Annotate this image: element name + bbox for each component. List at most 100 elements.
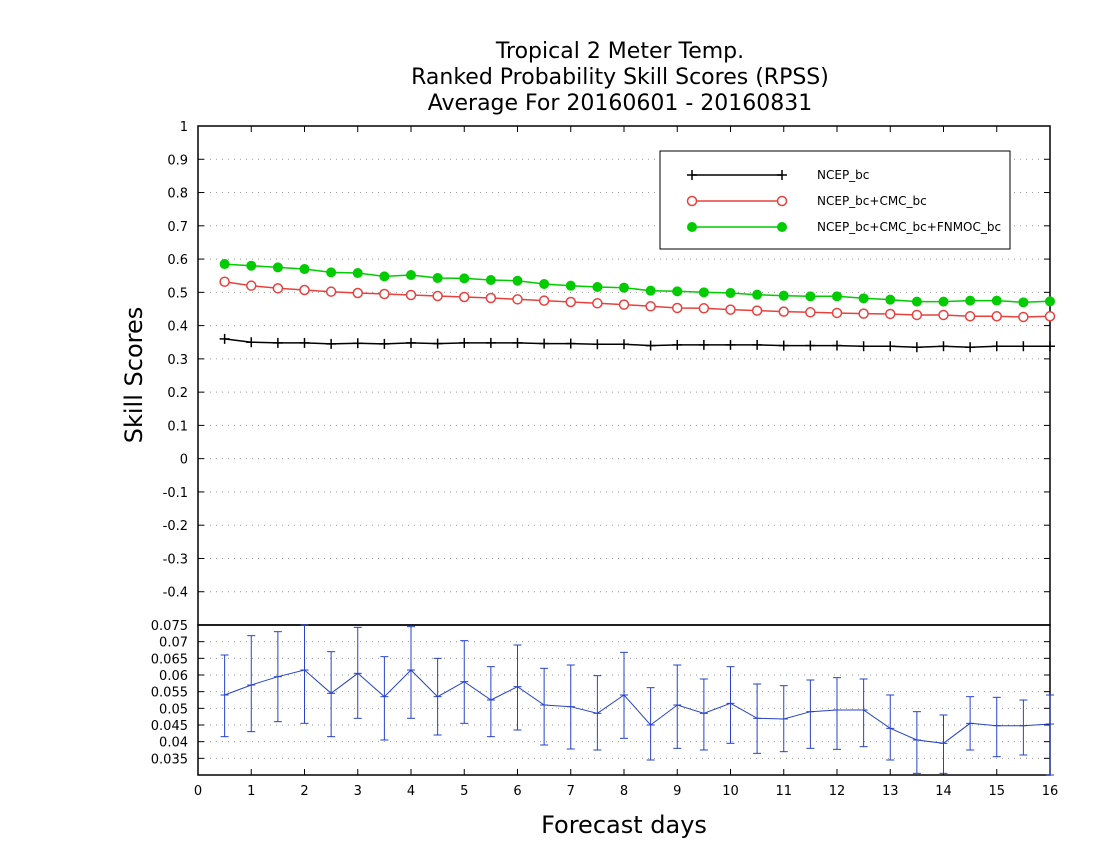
x-tick-label: 9	[673, 784, 681, 799]
data-point	[406, 270, 416, 281]
data-point	[485, 292, 497, 304]
y-tick-label: 0.1	[167, 419, 188, 434]
error-bar	[726, 666, 735, 744]
data-point	[698, 339, 709, 350]
chart-title-line-1: Tropical 2 Meter Temp.	[495, 39, 744, 64]
error-bar	[1046, 694, 1054, 776]
data-point	[778, 340, 789, 351]
y-tick-label: -0.1	[163, 486, 188, 501]
data-point	[911, 309, 923, 321]
x-tick-label: 5	[460, 784, 468, 799]
data-point	[965, 342, 976, 353]
error-bar	[566, 664, 575, 750]
y-tick-label: -0.2	[163, 519, 188, 534]
series-line-2	[224, 263, 1051, 304]
data-point	[565, 296, 576, 308]
data-point	[645, 340, 656, 351]
data-point	[991, 295, 1002, 306]
data-point	[246, 337, 257, 348]
data-point	[592, 282, 603, 293]
error-bar	[753, 683, 762, 754]
y-tick-label: 0.045	[151, 719, 188, 734]
legend-label-1: NCEP_bc+CMC_bc	[817, 194, 927, 208]
series-line-0	[224, 338, 1050, 348]
error-bar	[247, 635, 256, 733]
data-point	[911, 296, 922, 307]
data-point	[618, 299, 630, 310]
data-point	[858, 293, 869, 304]
error-bar	[540, 667, 549, 746]
error-bar	[300, 624, 309, 724]
legend-label-0: NCEP_bc	[817, 168, 869, 182]
series-line-1	[224, 280, 1051, 318]
y-tick-label: 0.065	[151, 652, 188, 667]
y-tick-label: 0.8	[167, 187, 188, 202]
chart-title-line-3: Average For 20160601 - 20160831	[428, 91, 813, 116]
data-point	[1018, 311, 1029, 323]
data-point	[432, 338, 443, 349]
data-point	[352, 338, 363, 349]
error-bar	[593, 675, 602, 751]
data-point	[1018, 297, 1029, 308]
y-tick-label: -0.3	[163, 552, 188, 567]
data-point	[698, 303, 710, 314]
error-bar	[353, 626, 362, 719]
error-bar	[220, 654, 229, 738]
error-bar	[966, 696, 975, 751]
y-tick-label: 0.9	[167, 153, 188, 168]
x-tick-label: 6	[513, 784, 521, 799]
y-tick-label: 0.7	[167, 220, 188, 235]
x-tick-label: 14	[935, 784, 952, 799]
y-axis-title: Skill Scores	[120, 307, 148, 444]
data-point	[326, 338, 337, 349]
y-tick-label: 1	[180, 120, 188, 135]
data-point	[459, 337, 470, 348]
error-bar	[380, 656, 389, 741]
data-point	[379, 288, 390, 300]
y-tick-label: -0.4	[163, 586, 188, 601]
error-bar	[486, 666, 495, 738]
error-bar	[673, 664, 682, 749]
data-point	[485, 275, 496, 286]
error-bar	[513, 644, 522, 731]
legend-marker	[776, 195, 788, 207]
data-point	[325, 286, 337, 297]
data-point	[352, 268, 363, 279]
data-point	[539, 279, 550, 290]
legend-marker	[777, 222, 787, 232]
data-point	[858, 341, 869, 352]
data-point	[379, 338, 390, 349]
main-plot-panel: 1 0.9 0.8 0.7 0.6 0.5 0.4 0.3 0.2 0.1 0 -0.1 -0.2 -0.…	[163, 120, 1056, 626]
y-tick-label: 0	[180, 453, 188, 468]
x-tick-label: 13	[882, 784, 899, 799]
data-point	[432, 290, 443, 302]
error-bar	[859, 678, 868, 748]
data-point	[725, 304, 736, 315]
data-point	[751, 305, 763, 316]
y-tick-label: 0.055	[151, 686, 188, 701]
data-point	[805, 291, 816, 302]
legend-box	[659, 150, 1011, 250]
data-point	[272, 262, 283, 273]
y-tick-label: 0.07	[159, 636, 188, 651]
error-bar	[407, 626, 415, 719]
data-point	[405, 289, 417, 301]
data-point	[299, 284, 310, 296]
data-point	[885, 341, 896, 352]
data-point	[832, 291, 842, 302]
data-point	[698, 287, 709, 298]
error-bar	[327, 651, 336, 738]
y-tick-label: 0.4	[167, 320, 188, 335]
x-tick-label: 11	[775, 784, 792, 799]
data-point	[938, 296, 949, 307]
data-point	[965, 295, 976, 306]
x-tick-label: 10	[722, 784, 739, 799]
y-tick-label: 0.06	[159, 669, 188, 684]
data-point	[299, 264, 310, 275]
error-bar	[433, 657, 442, 736]
data-point	[672, 302, 683, 314]
data-point	[725, 287, 736, 298]
data-point	[246, 280, 257, 291]
x-tick-label: 15	[988, 784, 1005, 799]
